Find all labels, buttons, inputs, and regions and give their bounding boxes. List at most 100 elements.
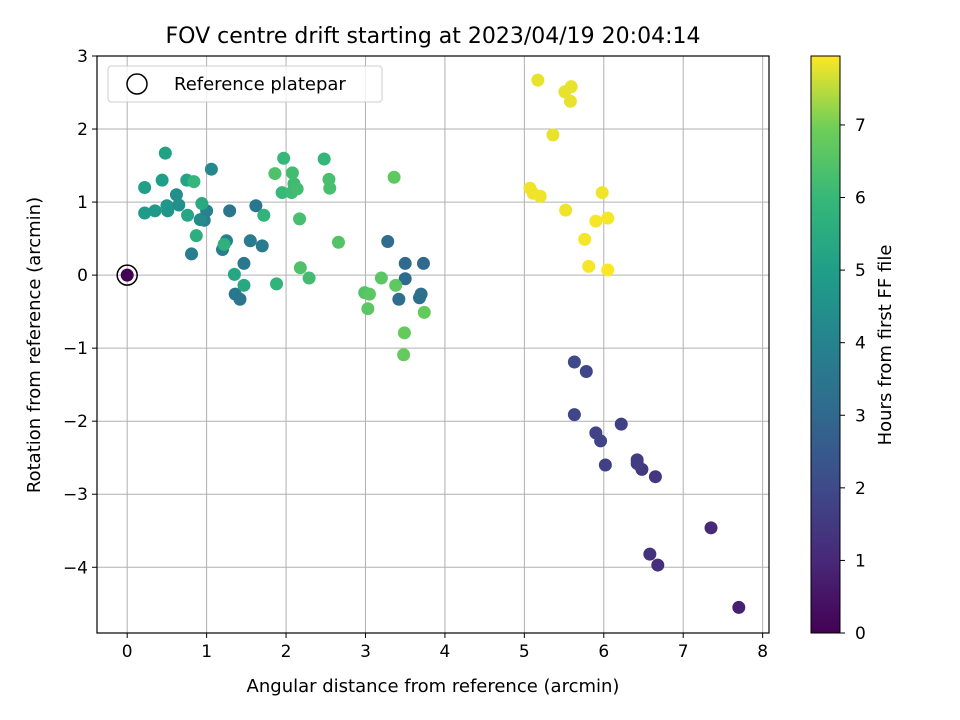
data-point xyxy=(651,558,665,572)
data-point xyxy=(374,271,388,285)
data-point xyxy=(172,198,186,212)
data-point xyxy=(578,232,592,246)
data-point xyxy=(268,167,282,181)
data-point xyxy=(302,271,316,285)
data-point xyxy=(155,173,169,187)
data-point xyxy=(598,458,612,472)
data-point xyxy=(546,128,560,142)
data-point xyxy=(223,204,237,218)
y-tick-label: −4 xyxy=(63,558,88,578)
data-point xyxy=(559,203,573,217)
legend-marker xyxy=(126,73,148,95)
chart-title: FOV centre drift starting at 2023/04/19 … xyxy=(166,24,701,49)
data-point xyxy=(237,256,251,270)
data-point xyxy=(185,247,199,261)
x-tick-label: 0 xyxy=(122,642,133,662)
data-point xyxy=(293,261,307,275)
data-point xyxy=(732,600,746,614)
x-tick-label: 8 xyxy=(757,642,768,662)
data-point xyxy=(187,175,201,189)
data-point xyxy=(389,278,403,292)
data-point xyxy=(704,521,718,535)
colorbar-tick-label: 1 xyxy=(855,551,866,571)
x-tick-label: 6 xyxy=(598,642,609,662)
data-point xyxy=(589,214,603,228)
data-point xyxy=(582,259,596,273)
x-axis-label: Angular distance from reference (arcmin) xyxy=(247,676,620,697)
colorbar-tick-label: 2 xyxy=(855,479,866,499)
data-point xyxy=(217,237,231,251)
data-point xyxy=(648,470,662,484)
data-point xyxy=(249,199,263,213)
data-point xyxy=(579,365,593,379)
data-point xyxy=(257,208,271,222)
y-tick-label: 1 xyxy=(77,193,88,213)
data-point xyxy=(237,278,251,292)
legend-label: Reference platepar xyxy=(174,74,346,95)
legend-box xyxy=(107,65,383,103)
x-tick-label: 1 xyxy=(201,642,212,662)
data-point xyxy=(416,256,430,270)
data-point xyxy=(531,73,545,87)
reference-point-marker xyxy=(116,264,138,286)
colorbar-tick-label: 3 xyxy=(855,406,866,426)
data-point xyxy=(243,234,257,248)
data-point xyxy=(397,348,411,362)
y-tick-label: 3 xyxy=(77,47,88,67)
data-point xyxy=(567,355,581,369)
data-point xyxy=(290,182,304,196)
data-point xyxy=(293,212,307,226)
data-point xyxy=(643,547,657,561)
y-axis-ticks: 3 2 1 0 −1 −2 −3 −4 xyxy=(63,47,97,578)
data-point xyxy=(362,287,376,301)
colorbar-tick-label: 0 xyxy=(855,624,866,644)
data-point xyxy=(317,152,331,166)
data-point xyxy=(387,170,401,184)
data-point xyxy=(255,239,269,253)
colorbar-tick-label: 6 xyxy=(855,189,866,209)
colorbar-tick-label: 4 xyxy=(855,334,866,354)
data-point xyxy=(138,180,152,194)
data-point xyxy=(195,197,209,211)
data-point xyxy=(392,292,406,306)
x-tick-label: 4 xyxy=(440,642,451,662)
colorbar xyxy=(810,55,841,634)
data-point xyxy=(567,408,581,422)
data-point xyxy=(412,291,426,305)
data-point xyxy=(270,277,284,291)
y-tick-label: −3 xyxy=(63,485,88,505)
plot-frame xyxy=(96,55,770,634)
data-point xyxy=(181,208,195,222)
y-tick-label: −2 xyxy=(63,412,88,432)
data-point xyxy=(398,256,412,270)
data-point xyxy=(630,453,644,467)
data-point xyxy=(204,162,218,176)
x-tick-label: 5 xyxy=(519,642,530,662)
data-point xyxy=(193,213,207,227)
data-point xyxy=(120,268,134,282)
x-tick-label: 3 xyxy=(360,642,371,662)
y-tick-label: 0 xyxy=(77,266,88,286)
data-point xyxy=(275,186,289,200)
data-point xyxy=(361,302,375,316)
data-point xyxy=(331,235,345,249)
data-point xyxy=(558,85,572,99)
x-gridlines xyxy=(126,56,764,633)
data-point xyxy=(228,287,242,301)
data-point xyxy=(169,188,183,202)
data-point xyxy=(601,211,615,225)
y-axis-label: Rotation from reference (arcmin) xyxy=(24,197,45,493)
colorbar-tick-label: 7 xyxy=(855,116,866,136)
y-tick-label: 2 xyxy=(77,120,88,140)
x-tick-label: 7 xyxy=(678,642,689,662)
data-point xyxy=(277,151,291,165)
data-point xyxy=(189,229,203,243)
colorbar-label: Hours from first FF file xyxy=(875,245,896,446)
data-points xyxy=(120,73,746,614)
data-point xyxy=(595,186,609,200)
data-point xyxy=(563,94,577,108)
x-tick-label: 2 xyxy=(281,642,292,662)
colorbar-tick-label: 5 xyxy=(855,261,866,281)
plot-area xyxy=(97,56,769,633)
